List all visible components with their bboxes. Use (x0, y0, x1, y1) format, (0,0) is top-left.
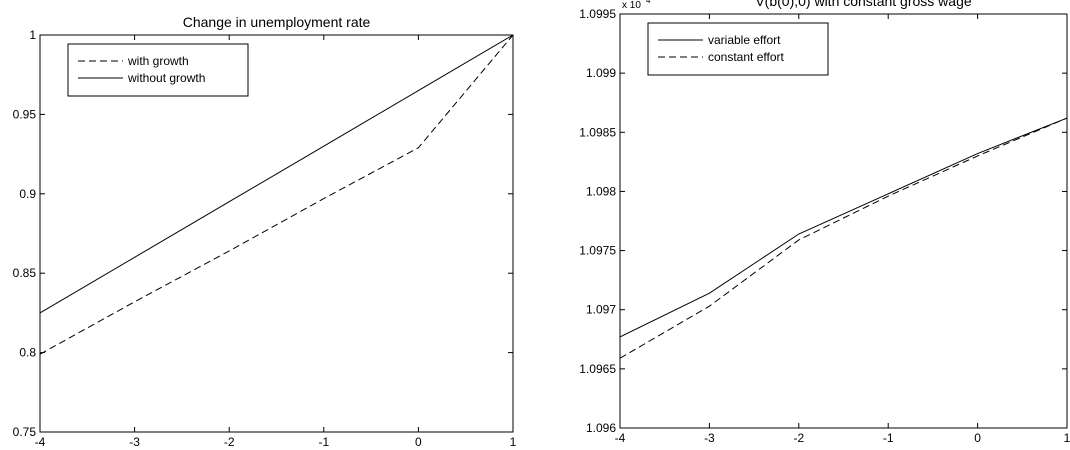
y-tick-label: 0.85 (13, 266, 37, 280)
y-tick-label: 1 (29, 28, 36, 42)
y-tick-label: 0.95 (13, 107, 37, 121)
y-multiplier-exponent: 4 (646, 0, 651, 5)
legend: with growth without growth (67, 43, 249, 97)
plot-area (619, 13, 1068, 429)
y-tick-label: 1.0985 (579, 125, 616, 139)
y-tick-label: 1.0995 (579, 7, 616, 21)
x-tick-label: -1 (883, 431, 894, 445)
y-tick-label: 1.096 (586, 421, 616, 435)
y-tick-label: 1.0965 (579, 362, 616, 376)
series-line (39, 34, 514, 314)
legend-label: constant effort (708, 50, 784, 64)
series-line (39, 34, 514, 355)
y-tick-label: 0.9 (19, 187, 36, 201)
y-tick-label: 0.75 (13, 425, 37, 439)
y-tick-label: 1.097 (586, 303, 616, 317)
x-tick-label: -4 (615, 431, 626, 445)
x-tick-label: -3 (129, 435, 140, 449)
legend: variable effort constant effort (647, 22, 829, 76)
series-line (619, 117, 1068, 338)
x-tick-label: -3 (704, 431, 715, 445)
legend-box (67, 43, 249, 97)
y-tick-label: 1.098 (586, 184, 616, 198)
chart-title: Change in unemployment rate (183, 14, 371, 30)
y-tick-label: 1.099 (586, 66, 616, 80)
x-tick-label: -2 (793, 431, 804, 445)
y-tick-label: 1.0975 (579, 244, 616, 258)
x-tick-label: 0 (974, 431, 981, 445)
x-tick-label: -4 (35, 435, 46, 449)
legend-label: with growth (127, 54, 189, 68)
x-tick-label: -1 (318, 435, 329, 449)
legend-label: without growth (127, 71, 205, 85)
chart-title: V(b(0),0) with constant gross wage (755, 0, 972, 9)
series-line (619, 117, 1068, 359)
x-tick-label: 1 (510, 435, 517, 449)
legend-box (647, 22, 829, 76)
x-tick-label: 0 (415, 435, 422, 449)
x-tick-label: -2 (224, 435, 235, 449)
plot-area (39, 34, 514, 433)
x-tick-label: 1 (1064, 431, 1070, 445)
y-multiplier: x 10 (622, 0, 641, 11)
y-tick-label: 0.8 (19, 346, 36, 360)
legend-label: variable effort (708, 33, 781, 47)
